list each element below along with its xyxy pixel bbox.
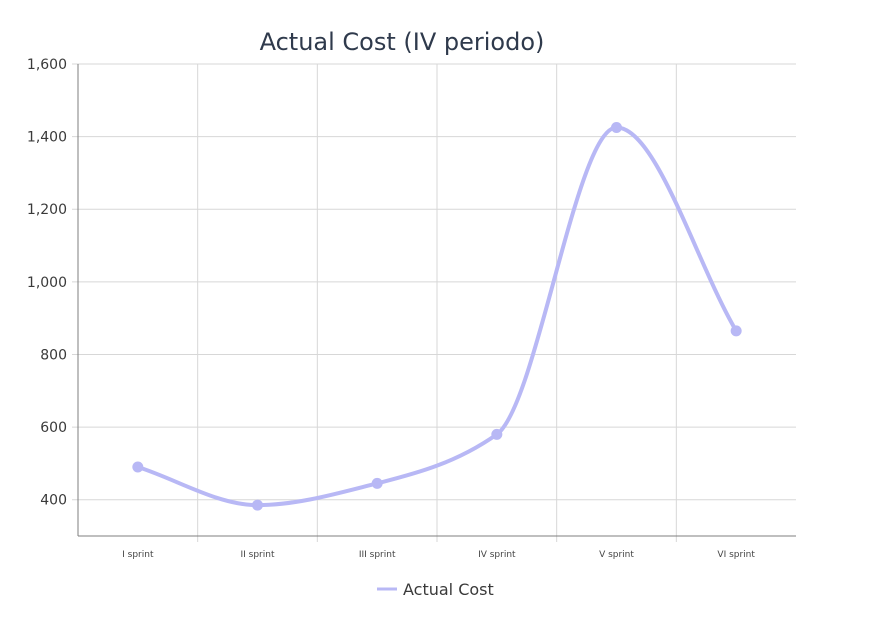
x-tick-label: VI sprint (717, 550, 755, 560)
y-tick-label: 1,200 (27, 202, 67, 218)
y-axis-ticks: 400 600 800 1,000 1,200 1,400 1,600 (27, 57, 67, 509)
data-point[interactable] (132, 461, 144, 473)
data-point[interactable] (611, 122, 622, 134)
chart-title: Actual Cost (IV periodo) (260, 28, 545, 56)
y-tick-label: 1,400 (27, 130, 67, 146)
data-point[interactable] (371, 477, 383, 489)
data-point[interactable] (730, 325, 742, 337)
x-tick-label: III sprint (359, 550, 396, 560)
y-tick-label: 1,000 (27, 275, 67, 291)
legend[interactable]: Actual Cost (377, 580, 494, 599)
x-tick-label: IV sprint (478, 550, 516, 560)
x-tick-label: II sprint (240, 550, 274, 560)
y-tick-label: 1,600 (27, 57, 67, 73)
y-tick-label: 600 (40, 420, 67, 436)
legend-label: Actual Cost (403, 580, 494, 599)
data-point[interactable] (252, 499, 263, 511)
axis-layer (77, 64, 796, 537)
x-tick-label: V sprint (599, 550, 634, 560)
data-point[interactable] (491, 428, 503, 440)
series-layer (132, 122, 742, 511)
grid-layer (72, 63, 796, 542)
y-tick-label: 400 (40, 493, 67, 509)
x-axis-ticks: I sprint II sprint III sprint IV sprint V sp… (122, 550, 755, 560)
x-tick-label: I sprint (122, 550, 154, 560)
y-tick-label: 800 (40, 347, 67, 363)
